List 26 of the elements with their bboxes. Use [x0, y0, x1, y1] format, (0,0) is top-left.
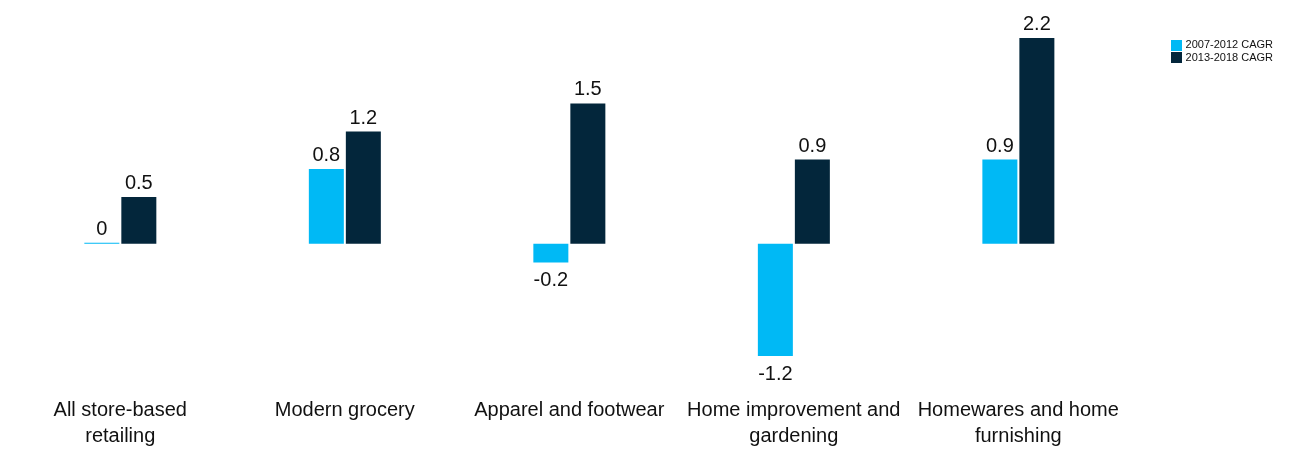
data-label: 1.5 — [573, 77, 602, 100]
data-label: 0.9 — [798, 133, 827, 156]
bar — [794, 159, 830, 244]
bar — [121, 197, 157, 244]
x-tick-label: Apparel and footwear — [474, 398, 665, 420]
bar — [757, 243, 793, 356]
x-tick-label: All store-based retailing — [53, 398, 187, 446]
data-label: 0.8 — [312, 142, 341, 165]
data-label: 0.5 — [124, 171, 153, 193]
data-label: 2.2 — [1022, 12, 1051, 34]
bar — [1019, 38, 1055, 244]
bar — [345, 131, 381, 244]
data-label: -0.2 — [533, 268, 569, 291]
data-label: 0 — [96, 216, 108, 239]
legend-label: 2013-2018 CAGR — [1185, 50, 1273, 63]
legend-label: 2007-2012 CAGR — [1185, 38, 1273, 50]
data-label: 0.9 — [985, 133, 1014, 156]
data-label: 1.2 — [349, 105, 378, 128]
x-tick-label: Modern grocery — [274, 398, 415, 420]
x-tick-label: Home improvement and gardening — [687, 398, 901, 446]
bar — [308, 168, 344, 244]
data-label: -1.2 — [758, 362, 793, 384]
bar — [982, 159, 1018, 244]
x-tick-label: Homewares and home furnishing — [917, 398, 1119, 446]
bar — [533, 243, 569, 263]
bar — [570, 103, 606, 244]
